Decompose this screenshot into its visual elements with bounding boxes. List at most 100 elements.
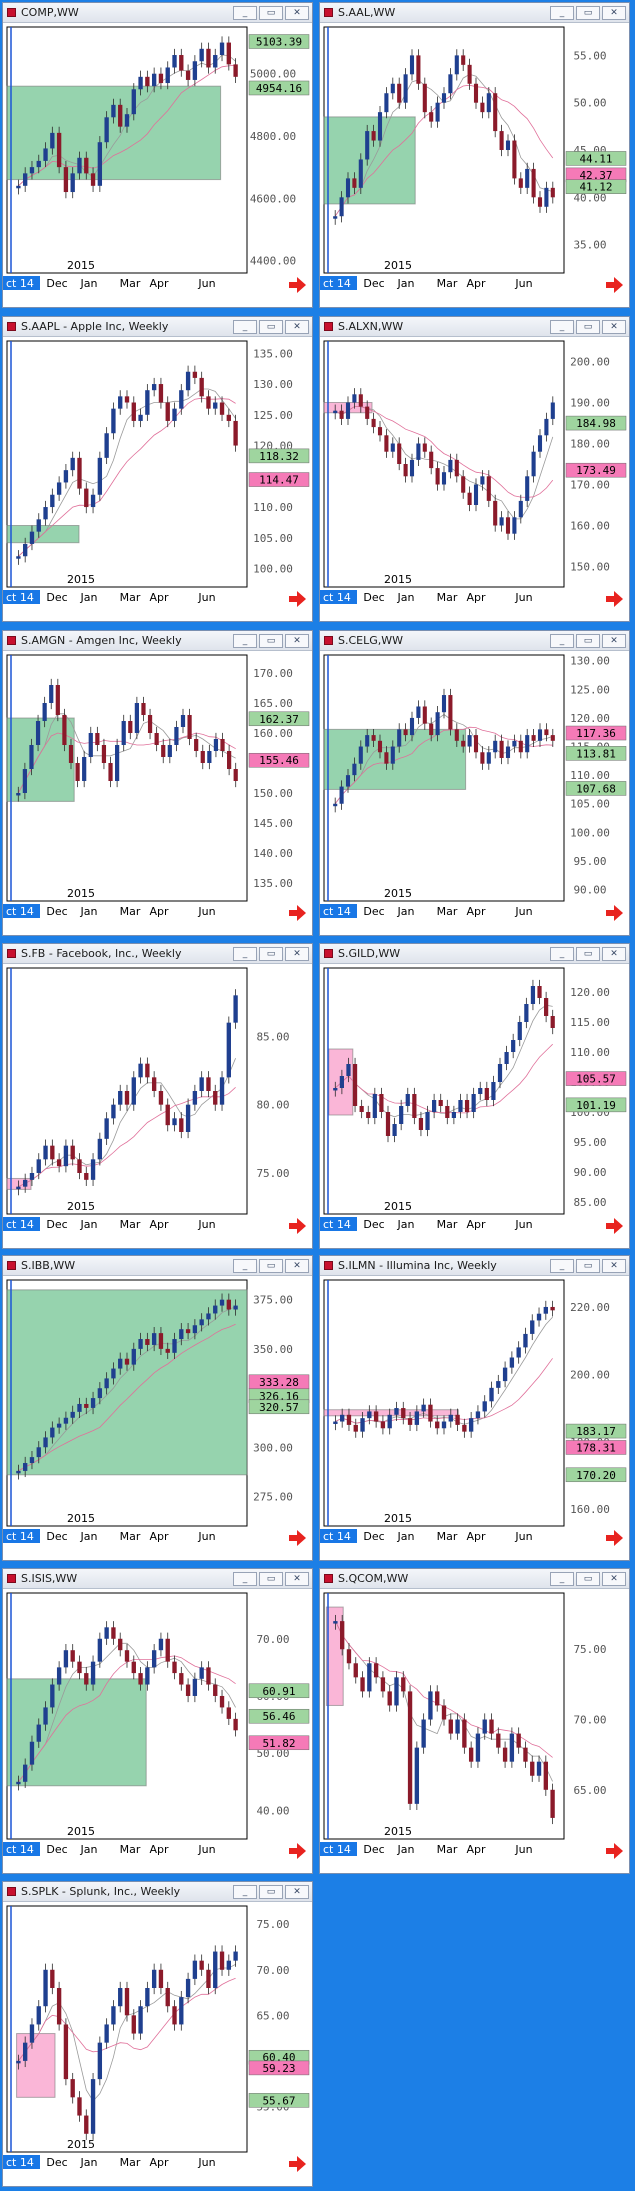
candle [489,1713,494,1740]
minimize-button[interactable]: _ [550,947,574,961]
close-button[interactable]: ✕ [285,6,309,20]
scroll-right-arrow-icon[interactable] [606,905,623,921]
chart-gild[interactable]: 120.00115.00110.00105.00100.0095.0090.00… [320,964,629,1248]
scroll-right-arrow-icon[interactable] [606,591,623,607]
chart-window-celg[interactable]: S.CELG,WW_▭✕130.00125.00120.00115.00110.… [319,630,630,936]
restore-button[interactable]: ▭ [259,320,283,334]
close-button[interactable]: ✕ [602,6,626,20]
window-titlebar[interactable]: S.AAPL - Apple Inc, Weekly _ ▭ ✕ [3,317,312,337]
candle [104,2018,109,2049]
close-button[interactable]: ✕ [285,1572,309,1586]
chart-window-gild[interactable]: S.GILD,WW_▭✕120.00115.00110.00105.00100.… [319,943,630,1249]
scroll-right-arrow-icon[interactable] [289,591,306,607]
close-button[interactable]: ✕ [285,1885,309,1899]
close-button[interactable]: ✕ [602,1259,626,1273]
minimize-button[interactable]: _ [233,634,257,648]
window-titlebar[interactable]: S.IBB,WW _ ▭ ✕ [3,1256,312,1276]
minimize-button[interactable]: _ [550,320,574,334]
chart-window-amgn[interactable]: S.AMGN - Amgen Inc, Weekly _ ▭ ✕ 170.00 165.0… [2,630,313,936]
chart-window-qcom[interactable]: S.QCOM,WW _ ▭ ✕ 75.00 70.00 65.00 2015 Dec Jan Mar… [319,1568,630,1874]
minimize-button[interactable]: _ [550,1259,574,1273]
minimize-button[interactable]: _ [550,634,574,648]
price-label: 162.37 [248,711,310,727]
restore-button[interactable]: ▭ [259,1885,283,1899]
restore-button[interactable]: ▭ [576,1572,600,1586]
restore-button[interactable]: ▭ [576,1259,600,1273]
candle [366,1105,371,1125]
close-button[interactable]: ✕ [602,634,626,648]
chart-alxn[interactable]: 200.00 190.00 180.00 170.00 160.00 150.00 184.… [320,337,629,621]
chart-splk[interactable]: 75.0070.0065.0060.0055.0060.4059.2355.67… [3,1902,312,2186]
chart-isis[interactable]: 70.0060.0050.0040.0060.9156.4651.822015D… [3,1589,312,1873]
scroll-right-arrow-icon[interactable] [606,1843,623,1859]
minimize-button[interactable]: _ [233,1885,257,1899]
window-titlebar[interactable]: S.GILD,WW _ ▭ ✕ [320,944,629,964]
scroll-right-arrow-icon[interactable] [606,1530,623,1546]
restore-button[interactable]: ▭ [259,1572,283,1586]
scroll-right-arrow-icon[interactable] [606,1218,623,1234]
minimize-button[interactable]: _ [233,320,257,334]
window-titlebar[interactable]: S.QCOM,WW _ ▭ ✕ [320,1569,629,1589]
chart-comp[interactable]: 5000.00 4800.00 4600.00 4400.00 5103.39 4954.… [3,23,312,307]
chart-aal[interactable]: 55.0050.0045.0040.0035.0044.1142.3741.12… [320,23,629,307]
y-tick-label: 125.00 [570,683,610,696]
restore-button[interactable]: ▭ [259,1259,283,1273]
minimize-button[interactable]: _ [233,947,257,961]
window-titlebar[interactable]: S.ILMN - Illumina Inc, Weekly _ ▭ ✕ [320,1256,629,1276]
restore-button[interactable]: ▭ [576,6,600,20]
scroll-right-arrow-icon[interactable] [289,277,306,293]
chart-ilmn[interactable]: 220.00200.00180.00160.00183.17178.31170.… [320,1276,629,1560]
x-month-label: Jan [397,591,415,604]
window-titlebar[interactable]: S.CELG,WW _ ▭ ✕ [320,631,629,651]
close-button[interactable]: ✕ [602,1572,626,1586]
minimize-button[interactable]: _ [233,1259,257,1273]
minimize-button[interactable]: _ [550,6,574,20]
close-button[interactable]: ✕ [285,947,309,961]
window-titlebar[interactable]: S.SPLK - Splunk, Inc., Weekly _ ▭ ✕ [3,1882,312,1902]
x-month-label: Mar [437,1530,458,1543]
chart-window-aapl[interactable]: S.AAPL - Apple Inc, Weekly _ ▭ ✕ 135.00 130.0… [2,316,313,622]
window-titlebar[interactable]: S.AAL,WW _ ▭ ✕ [320,3,629,23]
window-titlebar[interactable]: S.ISIS,WW _ ▭ ✕ [3,1569,312,1589]
candle [172,2000,177,2031]
chart-celg[interactable]: 130.00125.00120.00115.00110.00105.00100.… [320,651,629,935]
close-button[interactable]: ✕ [285,320,309,334]
chart-window-ibb[interactable]: S.IBB,WW_▭✕375.00350.00325.00300.00275.0… [2,1255,313,1561]
scroll-right-arrow-icon[interactable] [289,1530,306,1546]
scroll-right-arrow-icon[interactable] [289,905,306,921]
close-button[interactable]: ✕ [285,1259,309,1273]
chart-window-ilmn[interactable]: S.ILMN - Illumina Inc, Weekly _ ▭ ✕ 220.00 20… [319,1255,630,1561]
candle [192,1672,198,1703]
minimize-button[interactable]: _ [550,1572,574,1586]
restore-button[interactable]: ▭ [576,634,600,648]
window-titlebar[interactable]: COMP,WW _ ▭ ✕ [3,3,312,23]
scroll-right-arrow-icon[interactable] [289,1843,306,1859]
scroll-right-arrow-icon[interactable] [289,2156,306,2172]
window-titlebar[interactable]: S.FB - Facebook, Inc., Weekly _ ▭ ✕ [3,944,312,964]
restore-button[interactable]: ▭ [576,320,600,334]
restore-button[interactable]: ▭ [259,6,283,20]
chart-window-fb[interactable]: S.FB - Facebook, Inc., Weekly _ ▭ ✕ 85.00 80.… [2,943,313,1249]
chart-amgn[interactable]: 170.00165.00160.00155.00150.00145.00140.… [3,651,312,935]
restore-button[interactable]: ▭ [576,947,600,961]
close-button[interactable]: ✕ [285,634,309,648]
close-button[interactable]: ✕ [602,947,626,961]
window-titlebar[interactable]: S.AMGN - Amgen Inc, Weekly _ ▭ ✕ [3,631,312,651]
chart-ibb[interactable]: 375.00350.00325.00300.00275.00333.28326.… [3,1276,312,1560]
chart-window-isis[interactable]: S.ISIS,WW_▭✕70.0060.0050.0040.0060.9156.… [2,1568,313,1874]
close-button[interactable]: ✕ [602,320,626,334]
scroll-right-arrow-icon[interactable] [289,1218,306,1234]
minimize-button[interactable]: _ [233,6,257,20]
restore-button[interactable]: ▭ [259,947,283,961]
window-titlebar[interactable]: S.ALXN,WW _ ▭ ✕ [320,317,629,337]
chart-window-comp[interactable]: COMP,WW _ ▭ ✕ 5000.00 4800.00 4600.00 4400.00 51… [2,2,313,308]
restore-button[interactable]: ▭ [259,634,283,648]
chart-window-aal[interactable]: S.AAL,WW _ ▭ ✕ 55.00 50.00 45.00 40.00 35.00 44.1… [319,2,630,308]
chart-window-alxn[interactable]: S.ALXN,WW _ ▭ ✕ 200.00 190.00 180.00 170.00 160.… [319,316,630,622]
chart-aapl[interactable]: 135.00130.00125.00120.00115.00110.00105.… [3,337,312,621]
minimize-button[interactable]: _ [233,1572,257,1586]
scroll-right-arrow-icon[interactable] [606,277,623,293]
chart-window-splk[interactable]: S.SPLK - Splunk, Inc., Weekly _ ▭ ✕ 75.00 70.… [2,1881,313,2187]
